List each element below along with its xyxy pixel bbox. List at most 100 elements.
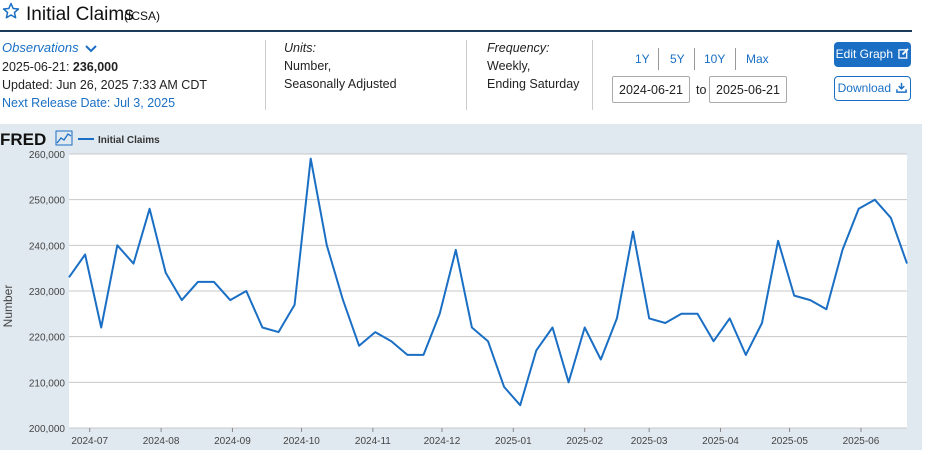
- data-point[interactable]: [582, 325, 587, 330]
- data-point[interactable]: [131, 261, 136, 266]
- data-point[interactable]: [856, 206, 861, 211]
- y-tick-label: 200,000: [29, 424, 66, 435]
- x-tick-label: 2025-05: [771, 436, 808, 447]
- edit-graph-button[interactable]: Edit Graph: [834, 42, 911, 67]
- frequency-line2: Ending Saturday: [487, 77, 580, 91]
- data-point[interactable]: [292, 302, 297, 307]
- latest-observation: 2025-06-21: 236,000: [2, 58, 118, 76]
- data-point[interactable]: [566, 380, 571, 385]
- range-10y-button[interactable]: 10Y: [704, 52, 726, 66]
- date-range-to-label: to: [696, 83, 707, 97]
- data-point[interactable]: [776, 238, 781, 243]
- range-separator: [694, 48, 695, 70]
- end-date-input[interactable]: 2025-06-21: [709, 76, 787, 103]
- units-label: Units:: [284, 41, 316, 55]
- y-tick-label: 260,000: [29, 150, 66, 161]
- y-tick-label: 230,000: [29, 287, 66, 298]
- data-point[interactable]: [228, 298, 233, 303]
- data-point[interactable]: [840, 247, 845, 252]
- data-point[interactable]: [405, 352, 410, 357]
- data-point[interactable]: [872, 197, 877, 202]
- range-1y-button[interactable]: 1Y: [635, 52, 650, 66]
- chevron-down-icon: [85, 44, 97, 52]
- data-point[interactable]: [759, 320, 764, 325]
- page-title: Initial Claims: [26, 4, 134, 25]
- line-chart: FRED Initial Claims Number 200,000 210,00…: [0, 130, 910, 447]
- data-point[interactable]: [115, 243, 120, 248]
- y-tick-label: 250,000: [29, 196, 66, 207]
- x-tick-label: 2024-07: [71, 436, 108, 447]
- data-point[interactable]: [647, 316, 652, 321]
- y-tick-label: 210,000: [29, 378, 66, 389]
- observations-toggle[interactable]: Observations: [2, 40, 97, 55]
- x-tick-label: 2024-09: [214, 436, 251, 447]
- data-point[interactable]: [486, 339, 491, 344]
- data-point[interactable]: [373, 330, 378, 335]
- x-tick-label: 2025-03: [631, 436, 668, 447]
- updated-text: Updated: Jun 26, 2025 7:33 AM CDT: [2, 78, 207, 92]
- legend-label: Initial Claims: [98, 135, 160, 146]
- data-point[interactable]: [808, 298, 813, 303]
- data-point[interactable]: [179, 298, 184, 303]
- download-button[interactable]: Download: [834, 76, 911, 101]
- divider: [466, 40, 467, 110]
- x-tick-label: 2024-12: [424, 436, 461, 447]
- x-tick-label: 2024-11: [355, 436, 391, 447]
- fred-logo: FRED: [0, 130, 46, 149]
- data-point[interactable]: [437, 311, 442, 316]
- data-point[interactable]: [308, 156, 313, 161]
- data-point[interactable]: [67, 275, 72, 280]
- range-5y-button[interactable]: 5Y: [670, 52, 685, 66]
- data-point[interactable]: [163, 270, 168, 275]
- edit-icon: [898, 48, 910, 59]
- range-max-button[interactable]: Max: [746, 52, 769, 66]
- data-point[interactable]: [244, 289, 249, 294]
- y-tick-label: 220,000: [29, 333, 66, 344]
- next-release-link[interactable]: Next Release Date: Jul 3, 2025: [2, 96, 176, 110]
- x-tick-label: 2025-04: [702, 436, 739, 447]
- data-point[interactable]: [792, 293, 797, 298]
- series-id: (ICSA): [124, 9, 160, 23]
- data-point[interactable]: [453, 247, 458, 252]
- x-tick-label: 2024-10: [283, 436, 320, 447]
- range-separator: [658, 48, 659, 70]
- chart-area: FRED Initial Claims Number 200,000 210,00…: [0, 124, 922, 450]
- data-point[interactable]: [212, 279, 217, 284]
- latest-date: 2025-06-21:: [2, 60, 70, 74]
- range-separator: [735, 48, 736, 70]
- data-point[interactable]: [905, 261, 910, 266]
- x-tick-label: 2025-01: [495, 436, 532, 447]
- data-point[interactable]: [711, 339, 716, 344]
- data-point[interactable]: [195, 279, 200, 284]
- start-date-input[interactable]: 2024-06-21: [612, 76, 690, 103]
- data-point[interactable]: [614, 316, 619, 321]
- title-bar: Initial Claims (ICSA): [0, 0, 912, 32]
- data-point[interactable]: [598, 357, 603, 362]
- data-point[interactable]: [824, 307, 829, 312]
- data-point[interactable]: [518, 403, 523, 408]
- data-point[interactable]: [502, 384, 507, 389]
- data-point[interactable]: [550, 325, 555, 330]
- data-point[interactable]: [695, 311, 700, 316]
- data-point[interactable]: [276, 330, 281, 335]
- data-point[interactable]: [421, 352, 426, 357]
- y-axis-label: Number: [1, 285, 15, 328]
- data-point[interactable]: [324, 243, 329, 248]
- data-point[interactable]: [260, 325, 265, 330]
- data-point[interactable]: [663, 320, 668, 325]
- data-point[interactable]: [534, 348, 539, 353]
- data-point[interactable]: [469, 325, 474, 330]
- data-point[interactable]: [888, 215, 893, 220]
- data-point[interactable]: [743, 352, 748, 357]
- frequency-line1: Weekly,: [487, 59, 531, 73]
- data-point[interactable]: [83, 252, 88, 257]
- data-point[interactable]: [631, 229, 636, 234]
- data-point[interactable]: [99, 325, 104, 330]
- data-point[interactable]: [679, 311, 684, 316]
- data-point[interactable]: [357, 343, 362, 348]
- star-icon[interactable]: [2, 2, 20, 20]
- data-point[interactable]: [389, 339, 394, 344]
- data-point[interactable]: [727, 316, 732, 321]
- data-point[interactable]: [340, 298, 345, 303]
- data-point[interactable]: [147, 206, 152, 211]
